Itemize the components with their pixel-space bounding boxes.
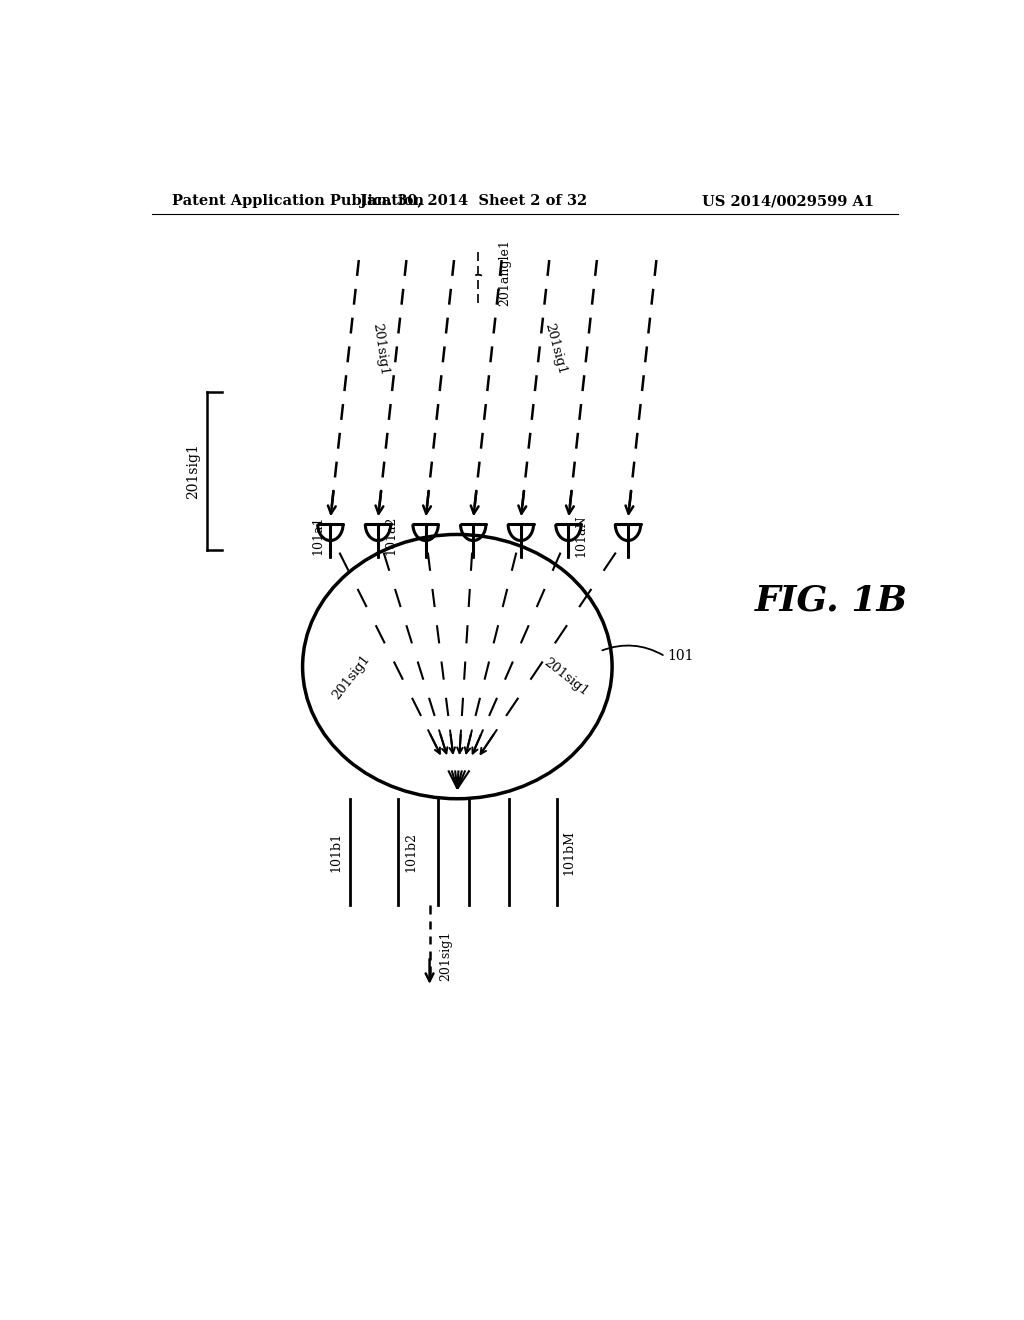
Text: 101a2: 101a2: [384, 516, 397, 556]
Text: 201sig1: 201sig1: [541, 655, 591, 698]
Text: 101b2: 101b2: [404, 832, 417, 873]
Text: Patent Application Publication: Patent Application Publication: [172, 194, 424, 209]
Text: FIG. 1B: FIG. 1B: [755, 583, 908, 618]
Text: 201sig1: 201sig1: [331, 652, 373, 702]
Text: 101a1: 101a1: [311, 516, 324, 556]
Text: US 2014/0029599 A1: US 2014/0029599 A1: [701, 194, 873, 209]
Text: 201sig1: 201sig1: [186, 444, 200, 499]
Text: 201sig1: 201sig1: [370, 322, 390, 376]
Text: 101: 101: [668, 649, 694, 664]
Text: Jan. 30, 2014  Sheet 2 of 32: Jan. 30, 2014 Sheet 2 of 32: [359, 194, 587, 209]
Text: 201sig1: 201sig1: [543, 322, 568, 376]
Text: 101bM: 101bM: [563, 829, 575, 875]
Text: 101b1: 101b1: [330, 832, 342, 873]
Text: 201sig1: 201sig1: [439, 931, 452, 982]
Text: 201angle1: 201angle1: [498, 239, 511, 306]
Text: 101aN: 101aN: [574, 515, 588, 557]
